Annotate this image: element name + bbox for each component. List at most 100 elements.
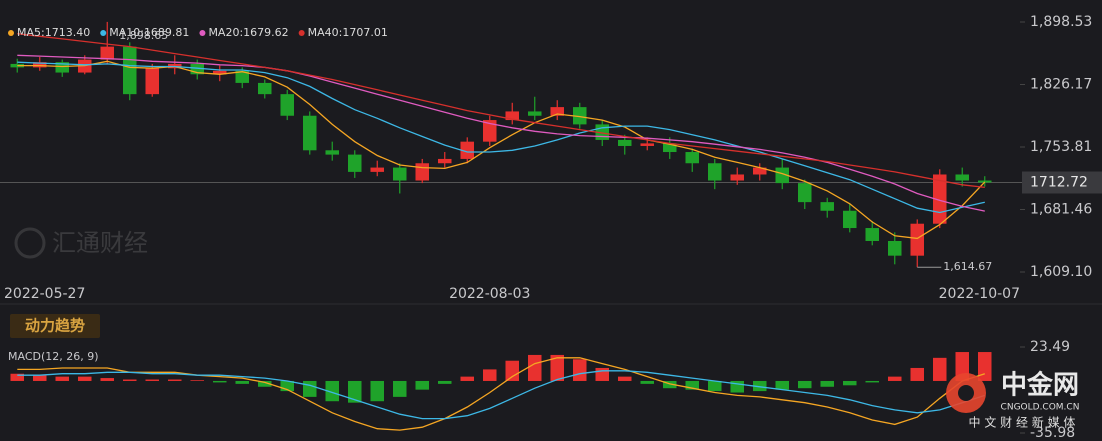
macd-bar xyxy=(483,369,497,381)
candle-body xyxy=(573,107,587,125)
macd-bar xyxy=(640,380,654,384)
legend-label: MA40:1707.01 xyxy=(308,26,388,39)
macd-bar xyxy=(460,376,474,381)
watermark-left: 汇通财经 xyxy=(14,227,148,259)
macd-bar xyxy=(213,380,227,383)
brand-slogan: 中 文 财 经 新 媒 体 xyxy=(969,415,1076,430)
candle-body xyxy=(798,183,812,203)
macd-bar xyxy=(730,380,744,393)
macd-bar xyxy=(708,380,722,392)
candle-body xyxy=(10,63,24,68)
candle-body xyxy=(978,180,992,183)
legend-dot xyxy=(199,30,206,36)
y-tick-label: 1,898.53 xyxy=(1030,14,1092,30)
legend-dot xyxy=(8,30,14,36)
macd-bar xyxy=(820,380,834,387)
x-tick-label: 2022-05-27 xyxy=(4,286,85,302)
candle-body xyxy=(235,70,249,83)
macd-bar xyxy=(888,376,902,381)
macd-bar xyxy=(415,380,429,390)
watermark-text: 汇通财经 xyxy=(52,229,148,257)
candle-body xyxy=(415,163,429,181)
y-tick-label: -35.98 xyxy=(1030,425,1075,441)
candle-body xyxy=(955,174,969,181)
candle-body xyxy=(190,63,204,75)
y-tick-label: 1,681.46 xyxy=(1030,201,1092,217)
candle-body xyxy=(753,167,767,175)
brand-name: 中金网 xyxy=(1001,370,1079,401)
macd-bar xyxy=(145,379,159,381)
macd-bar xyxy=(685,380,699,390)
macd-bar xyxy=(10,373,24,381)
candle-body xyxy=(708,163,722,181)
x-tick-label: 2022-08-03 xyxy=(449,286,530,302)
candle-body xyxy=(640,143,654,146)
macd-bar xyxy=(280,380,294,392)
candle-body xyxy=(33,62,47,68)
brand-url: CNGOLD.COM.CN xyxy=(1001,403,1080,413)
candle-body xyxy=(483,120,497,142)
candle-body xyxy=(730,174,744,181)
y-tick-label: 1,753.81 xyxy=(1030,139,1092,155)
candle-body xyxy=(438,158,452,164)
candle-body xyxy=(370,167,384,172)
macd-bar xyxy=(753,380,767,392)
candle-body xyxy=(505,111,519,121)
candle-body xyxy=(685,152,699,164)
badge-text: 动力趋势 xyxy=(25,317,85,335)
y-tick-label: 23.49 xyxy=(1030,339,1070,355)
macd-bar xyxy=(528,354,542,381)
macd-bar xyxy=(618,376,632,381)
candle-body xyxy=(213,70,227,75)
macd-bar xyxy=(393,380,407,397)
candle-body xyxy=(100,46,114,60)
last-price-label: 1712.72 xyxy=(1030,174,1088,190)
y-tick-label: 1,826.17 xyxy=(1030,77,1092,93)
candle-body xyxy=(888,240,902,256)
macd-bar xyxy=(978,352,992,381)
badge xyxy=(10,314,100,338)
macd-bar xyxy=(843,380,857,386)
macd-bar xyxy=(168,379,182,381)
candle-body xyxy=(550,107,564,116)
candle-body xyxy=(843,210,857,229)
candle-body xyxy=(528,111,542,116)
min-label: 1,614.67 xyxy=(943,260,992,273)
macd-bar xyxy=(910,367,924,381)
macd-bar xyxy=(438,380,452,384)
macd-bar xyxy=(55,376,69,381)
macd-bar xyxy=(798,380,812,389)
legend-label: MA5:1713.40 xyxy=(17,26,90,39)
legend-label: MA10:1689.81 xyxy=(109,26,189,39)
candle-body xyxy=(325,150,339,155)
last-price-box xyxy=(1022,171,1102,194)
brand-watermark: 中金网 CNGOLD.COM.CN 中 文 财 经 新 媒 体 xyxy=(946,370,1079,430)
macd-bar xyxy=(78,376,92,381)
macd-bar xyxy=(348,380,362,403)
legend-dot xyxy=(100,30,107,36)
candle-body xyxy=(280,94,294,116)
x-tick-label: 2022-10-07 xyxy=(939,286,1020,302)
macd-bar xyxy=(258,380,272,387)
candle-body xyxy=(123,46,137,95)
macd-bar xyxy=(325,380,339,402)
macd-bar xyxy=(775,380,789,390)
watermark-icon xyxy=(14,227,46,259)
candle-body xyxy=(663,143,677,153)
brand-logo-inner xyxy=(958,385,974,401)
candle-body xyxy=(618,139,632,146)
macd-bar xyxy=(505,360,519,381)
candle-body xyxy=(348,154,362,172)
macd-bar xyxy=(550,354,564,381)
macd-bar xyxy=(663,380,677,389)
macd-line xyxy=(17,357,986,431)
candle-body xyxy=(910,223,924,256)
macd-bar xyxy=(370,380,384,402)
macd-bar xyxy=(190,380,204,381)
macd-bar xyxy=(865,380,879,383)
candle-body xyxy=(393,167,407,181)
y-tick-label: 1,609.10 xyxy=(1030,264,1092,280)
macd-bar xyxy=(100,378,114,381)
ma-line xyxy=(17,61,985,214)
